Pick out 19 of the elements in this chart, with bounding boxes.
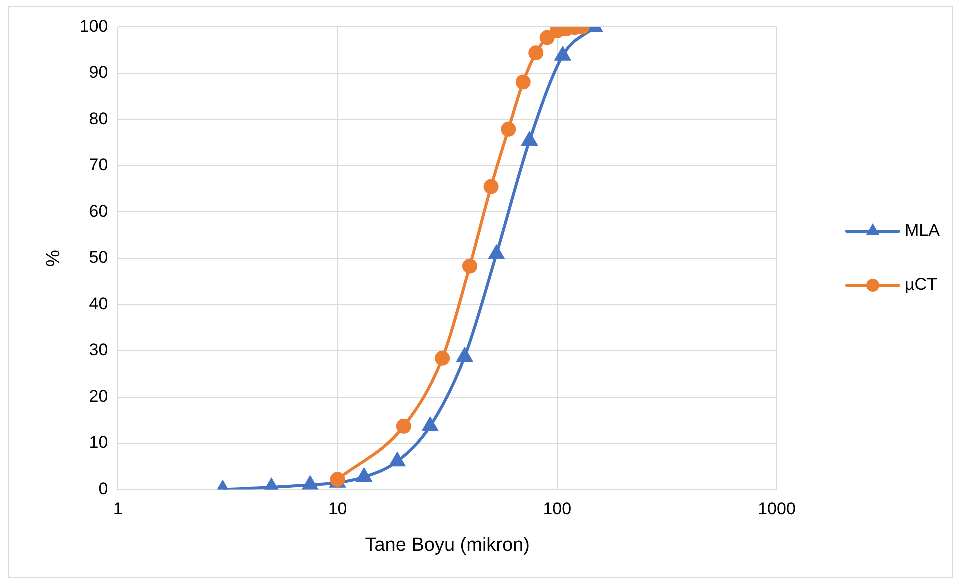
x-tick-label: 1 bbox=[113, 500, 123, 519]
y-axis-title: % bbox=[44, 250, 65, 267]
y-tick-label: 60 bbox=[89, 202, 108, 221]
y-tick-label: 100 bbox=[80, 16, 108, 36]
y-tick-label: 40 bbox=[89, 294, 108, 314]
legend-label: MLA bbox=[905, 221, 941, 240]
y-tick-label: 50 bbox=[89, 248, 108, 268]
x-tick-label: 1000 bbox=[758, 500, 796, 519]
y-tick-label: 20 bbox=[89, 386, 108, 406]
y-tick-label: 10 bbox=[89, 433, 108, 452]
legend-label: µCT bbox=[905, 275, 938, 294]
y-tick-label: 30 bbox=[89, 340, 108, 360]
x-tick-label: 10 bbox=[328, 500, 348, 519]
y-tick-label: 70 bbox=[89, 156, 108, 175]
x-axis-title: Tane Boyu (mikron) bbox=[365, 534, 530, 556]
y-tick-label: 90 bbox=[89, 63, 108, 82]
y-tick-label: 80 bbox=[89, 109, 108, 128]
x-tick-label: 100 bbox=[543, 500, 572, 519]
y-tick-label: 0 bbox=[98, 479, 108, 498]
